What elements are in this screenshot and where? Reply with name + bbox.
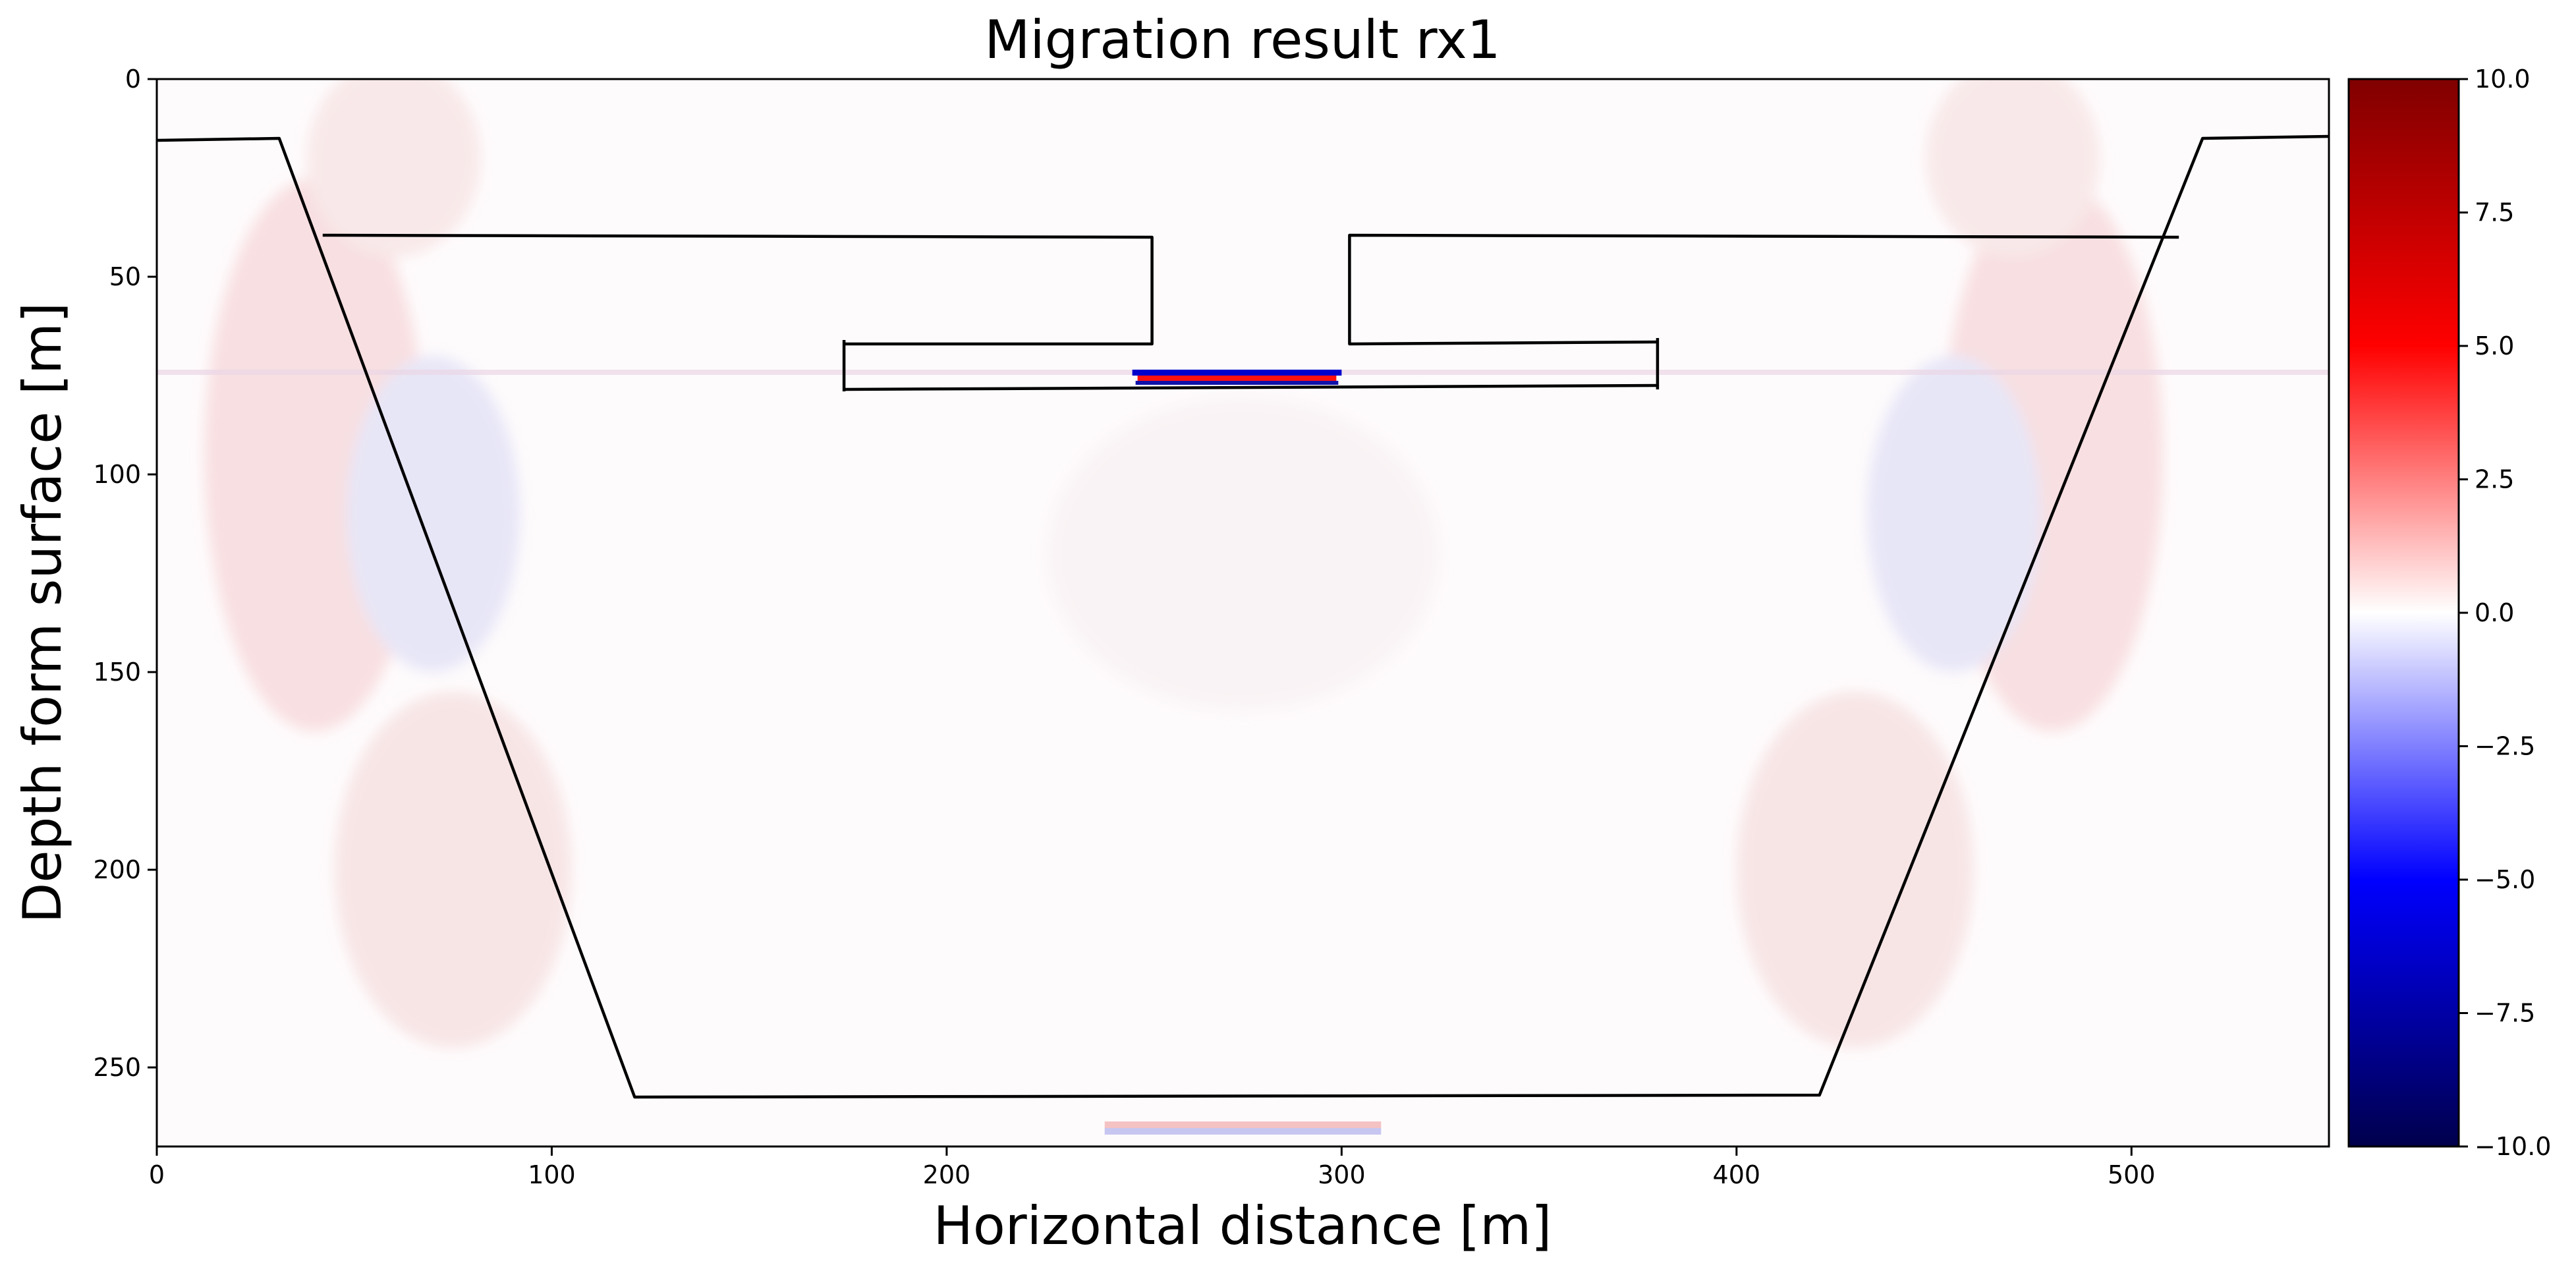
x-axis: 0 100 200 300 400 500 — [149, 1146, 2156, 1189]
right-step-line — [1348, 233, 2179, 346]
colorbar-tick-label: −2.5 — [2475, 732, 2535, 761]
x-tick-label: 400 — [1713, 1160, 1761, 1189]
y-axis: 0 50 100 150 200 250 — [93, 65, 157, 1082]
colorbar-tick-label: −10.0 — [2475, 1132, 2551, 1161]
x-tick-label: 0 — [149, 1160, 165, 1189]
y-tick-label: 0 — [125, 65, 141, 94]
left-step-line — [322, 233, 1154, 346]
colorbar-tick-label: −5.0 — [2475, 865, 2535, 894]
y-tick-label: 250 — [93, 1053, 141, 1082]
colorbar-tick-label: −7.5 — [2475, 999, 2535, 1028]
texture-blob — [1736, 692, 1974, 1048]
colorbar-ticks: 10.0 7.5 5.0 2.5 0.0 −2.5 −5.0 −7.5 −10.0 — [2459, 65, 2551, 1161]
colorbar: 10.0 7.5 5.0 2.5 0.0 −2.5 −5.0 −7.5 −10.0 — [2347, 65, 2551, 1161]
reflector-trough-lower — [1135, 381, 1339, 385]
colorbar-tick-label: 2.5 — [2475, 465, 2514, 494]
y-tick-label: 200 — [93, 855, 141, 884]
y-tick-label: 150 — [93, 658, 141, 687]
x-tick-label: 500 — [2108, 1160, 2156, 1189]
reflector-trough — [1132, 370, 1342, 376]
plot-frame — [155, 78, 2330, 1148]
x-tick-label: 100 — [528, 1160, 576, 1189]
texture-blob — [346, 356, 520, 672]
structure-outlines — [157, 134, 2329, 1099]
texture-blob — [1926, 79, 2100, 257]
x-tick-label: 300 — [1318, 1160, 1366, 1189]
y-axis-label: Depth form surface [m] — [12, 302, 73, 924]
texture-blob — [334, 692, 572, 1048]
colorbar-tick-label: 0.0 — [2475, 598, 2514, 627]
colorbar-tick-label: 5.0 — [2475, 331, 2514, 360]
x-tick-label: 200 — [923, 1160, 971, 1189]
lower-bar-line — [844, 383, 1658, 391]
y-tick-label: 100 — [93, 460, 141, 489]
texture-blob — [1866, 356, 2041, 672]
outer-boundary-line — [157, 134, 2329, 1099]
chart-title: Migration result rx1 — [984, 9, 1500, 71]
colorbar-tick-label: 7.5 — [2475, 198, 2514, 227]
x-axis-label: Horizontal distance [m] — [934, 1195, 1552, 1257]
texture-blob — [1045, 395, 1441, 712]
reflector-peak — [1137, 376, 1337, 381]
bottom-reflection-peak — [1104, 1121, 1382, 1128]
plot-area — [155, 78, 2330, 1148]
colorbar-gradient — [2347, 78, 2460, 1148]
y-tick-label: 50 — [109, 262, 141, 291]
colorbar-tick-label: 10.0 — [2475, 65, 2531, 94]
bottom-reflection-trough — [1104, 1128, 1382, 1135]
texture-blob — [306, 79, 481, 257]
